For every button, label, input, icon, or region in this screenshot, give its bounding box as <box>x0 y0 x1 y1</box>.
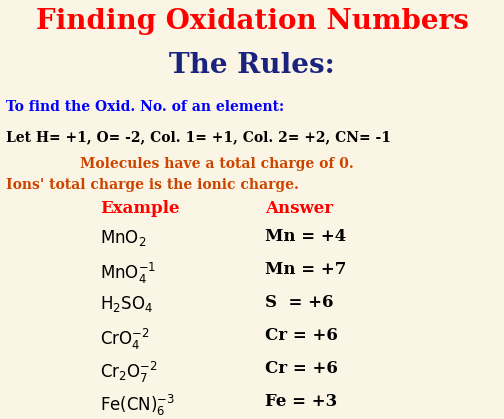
Text: Fe = +3: Fe = +3 <box>265 393 337 410</box>
Text: Cr = +6: Cr = +6 <box>265 360 338 377</box>
Text: $\mathrm{H_2SO_4}$: $\mathrm{H_2SO_4}$ <box>100 294 153 314</box>
Text: Cr = +6: Cr = +6 <box>265 327 338 344</box>
Text: To find the Oxid. No. of an element:: To find the Oxid. No. of an element: <box>6 100 284 114</box>
Text: $\mathrm{CrO_4^{-2}}$: $\mathrm{CrO_4^{-2}}$ <box>100 327 150 352</box>
Text: Ions' total charge is the ionic charge.: Ions' total charge is the ionic charge. <box>6 178 299 192</box>
Text: $\mathrm{Cr_2O_7^{-2}}$: $\mathrm{Cr_2O_7^{-2}}$ <box>100 360 158 385</box>
Text: S  = +6: S = +6 <box>265 294 334 311</box>
Text: Example: Example <box>100 200 179 217</box>
Text: $\mathrm{MnO_4^{-1}}$: $\mathrm{MnO_4^{-1}}$ <box>100 261 156 286</box>
Text: Finding Oxidation Numbers: Finding Oxidation Numbers <box>36 8 468 35</box>
Text: $\mathrm{MnO_2}$: $\mathrm{MnO_2}$ <box>100 228 146 248</box>
Text: The Rules:: The Rules: <box>169 52 335 79</box>
Text: $\mathrm{Fe(CN)_6^{-3}}$: $\mathrm{Fe(CN)_6^{-3}}$ <box>100 393 175 418</box>
Text: Let H= +1, O= -2, Col. 1= +1, Col. 2= +2, CN= -1: Let H= +1, O= -2, Col. 1= +1, Col. 2= +2… <box>6 130 391 144</box>
Text: Answer: Answer <box>265 200 333 217</box>
Text: Mn = +4: Mn = +4 <box>265 228 346 245</box>
Text: Mn = +7: Mn = +7 <box>265 261 346 278</box>
Text: Molecules have a total charge of 0.: Molecules have a total charge of 0. <box>80 157 354 171</box>
